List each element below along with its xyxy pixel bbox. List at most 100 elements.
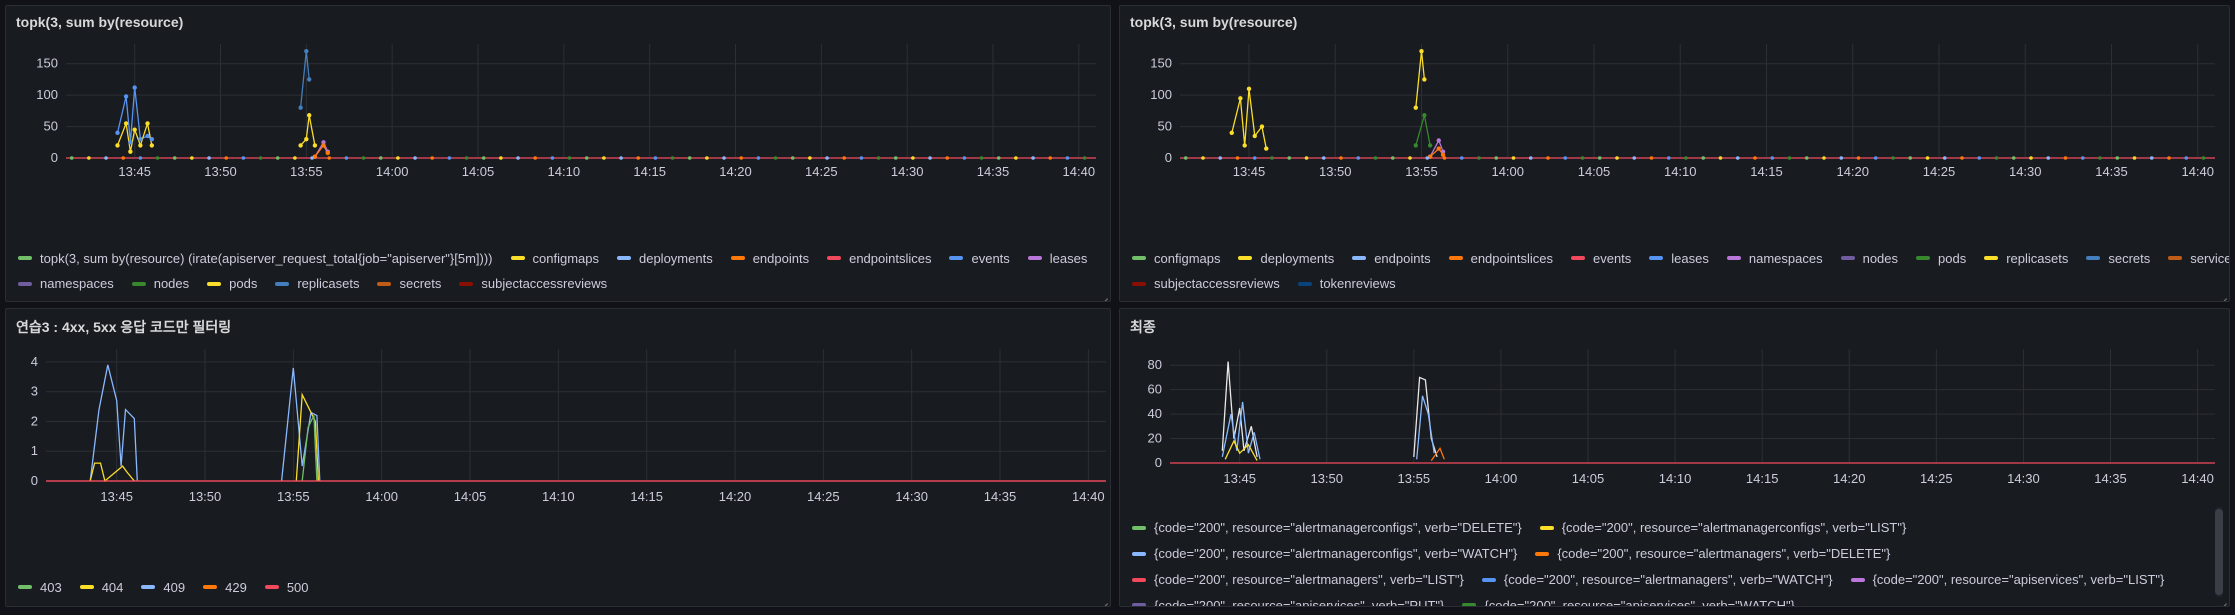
data-point[interactable] <box>1242 143 1247 148</box>
data-point[interactable] <box>104 156 108 160</box>
legend-item[interactable]: configmaps <box>510 247 599 270</box>
legend-scrollbar-thumb[interactable] <box>2215 509 2223 595</box>
data-point[interactable] <box>310 156 314 160</box>
data-point[interactable] <box>859 156 864 160</box>
data-point[interactable] <box>670 156 675 160</box>
data-point[interactable] <box>1235 156 1240 160</box>
legend-item[interactable]: 403 <box>18 576 62 599</box>
series-line[interactable] <box>1416 395 1435 460</box>
data-point[interactable] <box>1270 156 1274 160</box>
data-point[interactable] <box>1304 156 1309 160</box>
time-series-chart[interactable]: 0 1 2 3 4 13:45 13:50 13:55 14:00 14:05 14:10 14:15… <box>6 339 1111 579</box>
data-point[interactable] <box>1408 156 1412 160</box>
data-point[interactable] <box>1735 156 1740 160</box>
data-point[interactable] <box>1597 156 1602 160</box>
data-point[interactable] <box>1440 149 1446 154</box>
legend-item[interactable]: leases <box>1027 247 1087 270</box>
data-point[interactable] <box>516 156 520 160</box>
data-point[interactable] <box>653 156 658 160</box>
data-point[interactable] <box>2046 156 2051 160</box>
data-point[interactable] <box>378 156 383 160</box>
legend-item[interactable]: {code="200", resource="apiservices", ver… <box>1462 594 1795 606</box>
data-point[interactable] <box>584 156 589 160</box>
data-point[interactable] <box>138 156 143 160</box>
data-point[interactable] <box>1183 156 1188 160</box>
data-point[interactable] <box>1718 156 1723 160</box>
data-point[interactable] <box>1511 156 1516 160</box>
legend-item[interactable]: 429 <box>203 576 247 599</box>
data-point[interactable] <box>1373 156 1378 160</box>
data-point[interactable] <box>481 156 486 160</box>
data-point[interactable] <box>893 156 898 160</box>
data-point[interactable] <box>1419 48 1424 54</box>
data-point[interactable] <box>149 143 155 148</box>
data-point[interactable] <box>128 149 133 154</box>
data-point[interactable] <box>275 156 280 160</box>
data-point[interactable] <box>258 156 263 160</box>
data-point[interactable] <box>756 156 761 160</box>
legend-item[interactable]: subjectaccessreviews <box>459 272 607 295</box>
data-point[interactable] <box>413 156 417 160</box>
legend-item[interactable]: replicasets <box>275 272 359 295</box>
data-point[interactable] <box>1494 156 1499 160</box>
data-point[interactable] <box>306 113 312 118</box>
data-point[interactable] <box>636 156 641 160</box>
data-point[interactable] <box>1442 156 1447 160</box>
series-line[interactable] <box>1415 115 1431 146</box>
legend-item[interactable]: topk(3, sum by(resource) (irate(apiserve… <box>18 247 493 270</box>
data-point[interactable] <box>344 156 349 160</box>
series-line[interactable] <box>89 462 135 483</box>
data-point[interactable] <box>121 156 126 160</box>
data-point[interactable] <box>172 156 177 160</box>
data-point[interactable] <box>1339 156 1343 160</box>
data-point[interactable] <box>1908 156 1913 160</box>
data-point[interactable] <box>1422 113 1427 118</box>
data-point[interactable] <box>979 156 984 160</box>
data-point[interactable] <box>1942 156 1947 160</box>
legend-item[interactable]: events <box>949 247 1010 270</box>
data-point[interactable] <box>962 156 967 160</box>
legend-item[interactable]: {code="200", resource="alertmanagers", v… <box>1132 568 1464 592</box>
data-point[interactable] <box>550 156 555 160</box>
data-point[interactable] <box>722 156 726 160</box>
data-point[interactable] <box>293 156 297 160</box>
legend-item[interactable]: secrets <box>2086 247 2150 270</box>
data-point[interactable] <box>876 156 881 160</box>
time-series-chart[interactable]: 0 50 100 150 13:45 13:50 13:55 14:00 14:05 14:10 1… <box>6 36 1111 236</box>
data-point[interactable] <box>1994 156 1999 160</box>
data-point[interactable] <box>123 121 129 126</box>
data-point[interactable] <box>2080 156 2085 160</box>
data-point[interactable] <box>1425 156 1430 160</box>
data-point[interactable] <box>1787 156 1792 160</box>
data-point[interactable] <box>115 143 120 148</box>
data-point[interactable] <box>138 136 143 142</box>
legend-item[interactable]: {code="200", resource="alertmanagerconfi… <box>1132 516 1522 540</box>
legend-item[interactable]: {code="200", resource="alertmanagerconfi… <box>1539 516 1906 540</box>
data-point[interactable] <box>1264 146 1269 151</box>
data-point[interactable] <box>1218 156 1223 160</box>
data-point[interactable] <box>155 156 160 160</box>
data-point[interactable] <box>2063 156 2068 160</box>
legend-item[interactable]: leases <box>1649 247 1709 270</box>
data-point[interactable] <box>1287 156 1292 160</box>
data-point[interactable] <box>1580 156 1585 160</box>
resize-handle-icon[interactable] <box>2217 289 2227 299</box>
data-point[interactable] <box>1615 156 1619 160</box>
data-point[interactable] <box>396 156 400 160</box>
legend-item[interactable]: replicasets <box>1984 247 2068 270</box>
data-point[interactable] <box>739 156 744 160</box>
series-line[interactable] <box>300 115 316 146</box>
data-point[interactable] <box>2115 156 2120 160</box>
data-point[interactable] <box>128 140 133 145</box>
data-point[interactable] <box>1528 156 1533 160</box>
data-point[interactable] <box>145 133 150 139</box>
data-point[interactable] <box>1839 156 1844 160</box>
data-point[interactable] <box>1390 156 1395 160</box>
series-line[interactable] <box>301 415 318 482</box>
data-point[interactable] <box>327 156 332 160</box>
panel-title[interactable]: topk(3, sum by(resource) <box>1130 14 1298 30</box>
data-point[interactable] <box>619 156 623 160</box>
data-point[interactable] <box>1201 156 1205 160</box>
legend-item[interactable]: pods <box>1916 247 1966 270</box>
data-point[interactable] <box>464 156 469 160</box>
